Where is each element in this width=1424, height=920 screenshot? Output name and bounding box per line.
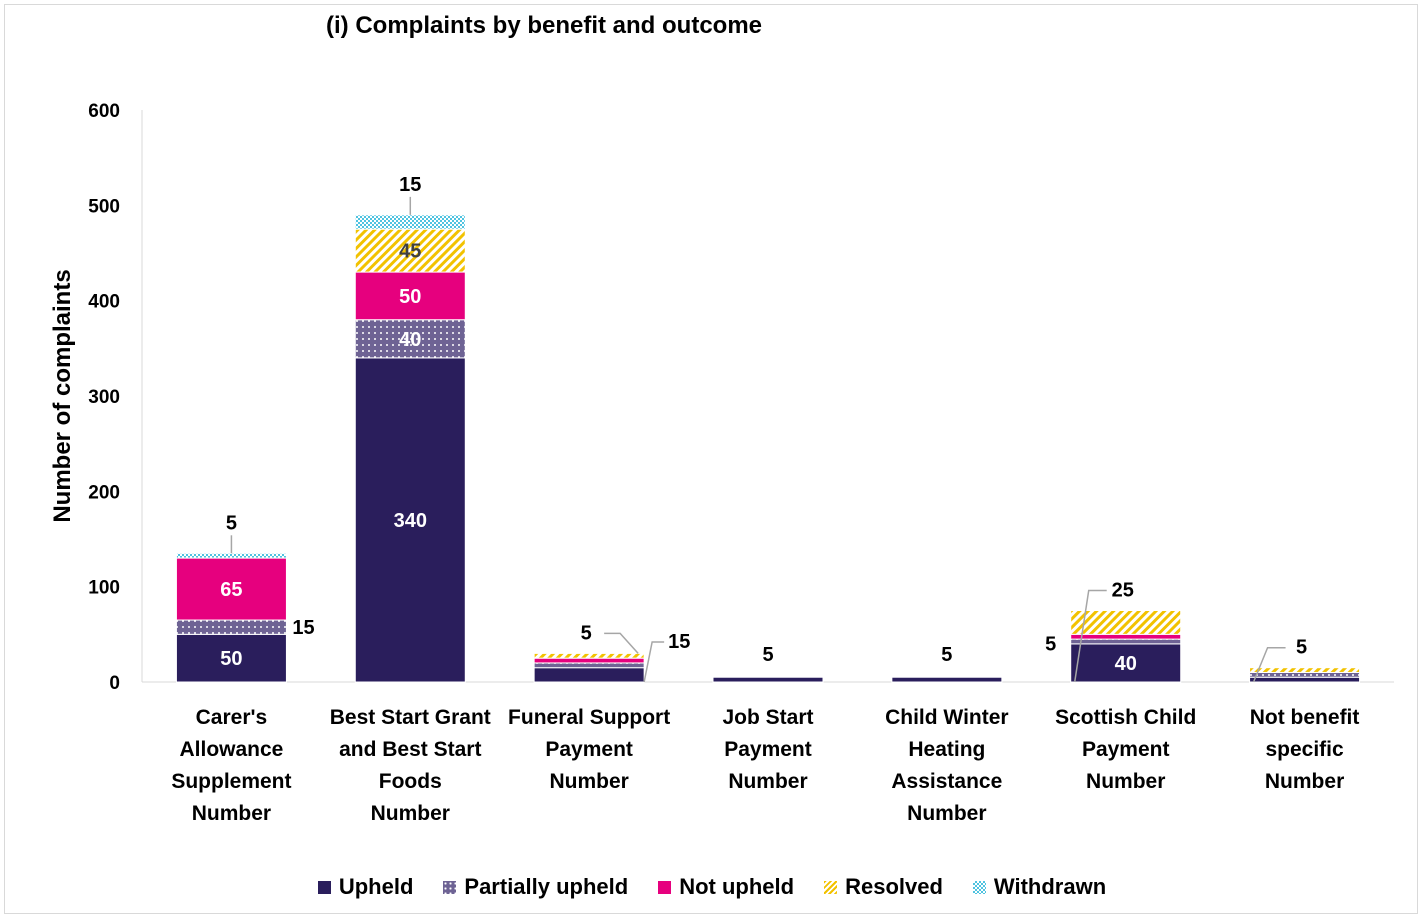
- y-tick-label: 200: [88, 482, 120, 503]
- data-label: 50: [220, 648, 242, 670]
- data-label: 40: [1115, 653, 1137, 675]
- bar-segment-partially-upheld: [1249, 671, 1361, 678]
- bar-segment-resolved: [354, 228, 466, 273]
- bar-segment-upheld: [1070, 643, 1182, 683]
- data-label: 5: [226, 512, 237, 534]
- bar-segment-withdrawn: [354, 214, 466, 230]
- legend-swatch: [443, 880, 457, 894]
- data-label: 40: [399, 329, 421, 351]
- bars: [175, 214, 1361, 683]
- leader-line: [643, 641, 665, 683]
- data-label: 45: [399, 241, 421, 263]
- legend-swatch: [658, 880, 672, 894]
- data-label: 65: [220, 579, 242, 601]
- data-label: 340: [394, 510, 427, 532]
- data-label: 50: [399, 286, 421, 308]
- data-label: 15: [668, 631, 690, 653]
- legend-item-withdrawn: Withdrawn: [972, 874, 1107, 900]
- legend-label: Partially upheld: [464, 874, 629, 899]
- legend-swatch: [824, 880, 838, 894]
- category-label: Not benefit: [1250, 706, 1360, 729]
- y-tick-label: 600: [88, 101, 120, 122]
- category-label: Carer's: [196, 706, 268, 729]
- category-label: Best Start Grant: [330, 706, 491, 729]
- data-label: 5: [941, 644, 952, 666]
- data-label: 5: [762, 644, 773, 666]
- data-label: 5: [581, 622, 592, 644]
- chart-title: (i) Complaints by benefit and outcome: [326, 12, 763, 39]
- category-label: Number: [549, 770, 628, 793]
- bar-segment-upheld: [354, 357, 466, 683]
- category-labels: Carer's Allowance Supplement Number Best Sta…: [171, 706, 1359, 825]
- legend-swatch: [972, 880, 986, 894]
- data-label: 15: [399, 174, 421, 196]
- bar-segment-resolved: [1070, 610, 1182, 635]
- legend-item-partially-upheld: Partially upheld: [443, 874, 628, 900]
- category-label: Number: [1265, 770, 1344, 793]
- bar-segment-not-upheld: [1070, 633, 1182, 640]
- category-label: Foods: [379, 770, 442, 793]
- data-label: 25: [1112, 580, 1134, 602]
- y-axis-label: Number of complaints: [49, 269, 76, 522]
- legend-item-upheld: Upheld: [317, 874, 414, 900]
- category-label: Child Winter: [885, 706, 1008, 729]
- legend-swatch: [317, 880, 331, 894]
- data-label: 5: [1296, 637, 1307, 659]
- bar-segment-upheld: [533, 667, 645, 683]
- category-label: Payment: [545, 738, 633, 761]
- legend-label: Upheld: [338, 874, 414, 899]
- bar-segment-upheld: [712, 676, 824, 683]
- category-label: Funeral Support: [508, 706, 670, 729]
- legend: Upheld Partially upheld Not upheld Resolved…: [0, 874, 1424, 900]
- leader-line: [1073, 589, 1107, 683]
- y-tick-label: 300: [88, 387, 120, 408]
- category-label: Payment: [724, 738, 812, 761]
- bar-segment-upheld: [891, 676, 1003, 683]
- y-tick-label: 100: [88, 578, 120, 599]
- legend-item-not-upheld: Not upheld: [658, 874, 794, 900]
- category-label: Number: [907, 802, 986, 825]
- data-labels: 50 15 65 5 340 40 50 45 15 15 5 5 5 40 5 25 5: [220, 174, 1307, 683]
- leader-line: [604, 632, 639, 654]
- bar-segment-resolved: [533, 652, 645, 659]
- bar-segment-withdrawn: [175, 552, 287, 559]
- leader-line: [1252, 646, 1286, 683]
- bar-segment-partially-upheld: [1070, 638, 1182, 645]
- category-label: Number: [728, 770, 807, 793]
- bar-segment-not-upheld: [175, 557, 287, 621]
- bar-segment-resolved: [1249, 667, 1361, 673]
- y-tick-label: 0: [109, 673, 120, 694]
- axes: 0 100 200 300 400 500 600 Number of complaints: [49, 101, 1394, 694]
- legend-label: Not upheld: [679, 874, 795, 899]
- legend-item-resolved: Resolved: [824, 874, 943, 900]
- bar-segment-partially-upheld: [533, 662, 645, 669]
- bar-segment-not-upheld: [533, 657, 645, 664]
- category-label: Number: [192, 802, 271, 825]
- category-label: specific: [1265, 738, 1344, 761]
- bar-segment-partially-upheld: [175, 619, 287, 635]
- category-label: Assistance: [891, 770, 1002, 793]
- category-label: Heating: [908, 738, 985, 761]
- category-label: Allowance: [179, 738, 283, 761]
- legend-label: Withdrawn: [993, 874, 1107, 899]
- category-label: Scottish Child: [1055, 706, 1196, 729]
- data-label: 5: [1045, 634, 1056, 656]
- category-label: Job Start: [722, 706, 813, 729]
- y-tick-label: 500: [88, 196, 120, 217]
- category-label: Number: [1086, 770, 1165, 793]
- bar-segment-upheld: [175, 633, 287, 683]
- data-label: 15: [292, 617, 314, 639]
- category-label: Payment: [1082, 738, 1170, 761]
- y-tick-label: 400: [88, 292, 120, 313]
- bar-segment-upheld: [1249, 676, 1361, 683]
- legend-label: Resolved: [845, 874, 943, 899]
- category-label: Number: [371, 802, 450, 825]
- chart-frame: [4, 4, 1418, 914]
- category-label: and Best Start: [339, 738, 481, 761]
- category-label: Supplement: [171, 770, 291, 793]
